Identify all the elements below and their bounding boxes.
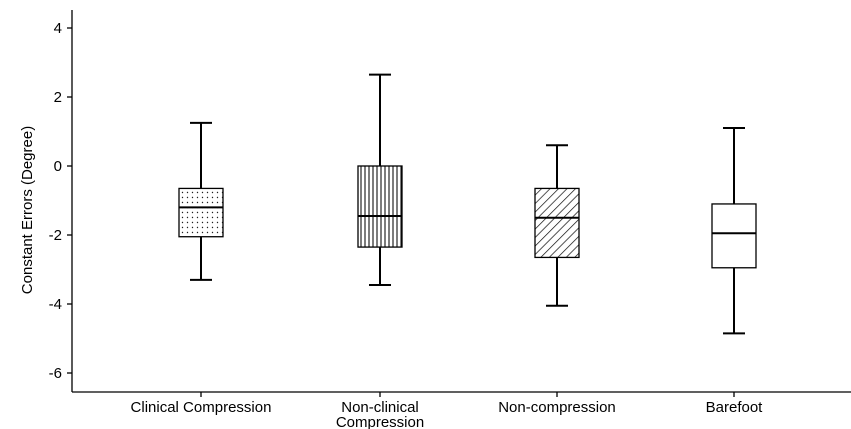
iqr-box [711, 203, 757, 269]
box-2 [357, 73, 403, 287]
category-label: Barefoot [706, 399, 764, 416]
x-axis [72, 391, 851, 397]
category-label: Clinical Compression [131, 399, 272, 416]
iqr-box [357, 165, 403, 248]
y-tick-label: -6 [49, 365, 62, 382]
category-label-line: Non-clinical [341, 399, 419, 416]
y-tick-label: -4 [49, 296, 62, 313]
y-tick-label: 0 [54, 158, 62, 175]
category-label-line: Non-compression [498, 399, 616, 416]
category-labels: Clinical Compression Non-clinical Compress… [131, 399, 764, 429]
category-label-line: Barefoot [706, 399, 764, 416]
box-1 [178, 121, 224, 281]
category-label: Non-compression [498, 399, 616, 416]
box-4 [711, 127, 757, 335]
y-tick-label: 2 [54, 89, 62, 106]
category-label-line: Compression [336, 414, 424, 429]
boxes [178, 73, 757, 335]
y-axis: 4 2 0 -2 -4 -6 [49, 10, 73, 392]
category-label-line: Clinical Compression [131, 399, 272, 416]
y-axis-title: Constant Errors (Degree) [19, 126, 36, 294]
iqr-box [178, 187, 224, 238]
box-3 [534, 144, 580, 307]
iqr-box [534, 187, 580, 259]
y-tick-label: 4 [54, 20, 62, 37]
y-tick-label: -2 [49, 227, 62, 244]
category-label: Non-clinical Compression [336, 399, 424, 429]
